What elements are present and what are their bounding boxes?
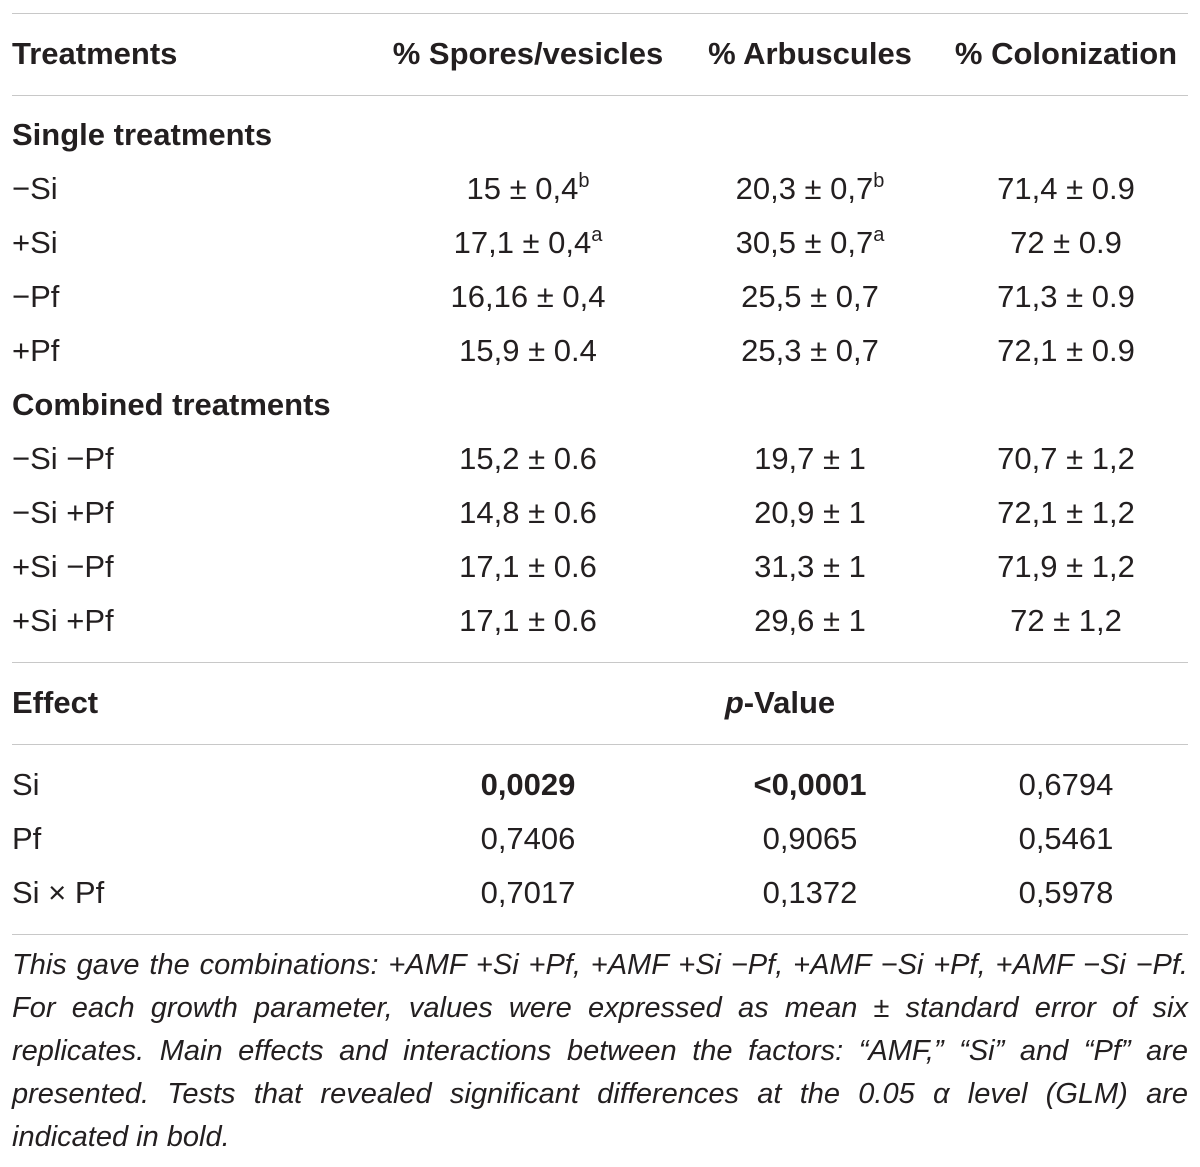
table-footnote: This gave the combinations: +AMF +Si +Pf… [12, 949, 1188, 1153]
arbuscules-value: 30,5 ± 0,7a [735, 224, 885, 260]
spores-p-value: 0,7406 [480, 821, 576, 856]
row-label: −Si +Pf [12, 495, 114, 530]
colonization-value: 72 ± 1,2 [1010, 603, 1122, 638]
header-treatments: Treatments [12, 36, 178, 71]
effects-top-rule [12, 662, 1188, 663]
row-label: −Si −Pf [12, 441, 114, 476]
p-value-header: p-Value [724, 685, 836, 720]
row-label: +Si +Pf [12, 603, 114, 638]
arbuscules-value: 20,3 ± 0,7b [735, 170, 885, 206]
header-arbuscules: % Arbuscules [708, 36, 912, 71]
spores-value: 17,1 ± 0.6 [459, 603, 597, 638]
section-single-title: Single treatments [12, 117, 273, 152]
spores-value: 16,16 ± 0,4 [450, 279, 606, 314]
effects-header-rule [12, 744, 1188, 745]
header-rule [12, 95, 1188, 96]
arbuscules-value: 29,6 ± 1 [754, 603, 866, 638]
arbuscules-p-value: <0,0001 [753, 767, 867, 802]
arbuscules-p-value: 0,1372 [762, 875, 858, 910]
arbuscules-value: 19,7 ± 1 [754, 441, 866, 476]
colonization-value: 71,4 ± 0.9 [997, 171, 1135, 206]
colonization-value: 72,1 ± 0.9 [997, 333, 1135, 368]
spores-value: 17,1 ± 0.6 [459, 549, 597, 584]
row-label: +Pf [12, 333, 60, 368]
colonization-value: 71,9 ± 1,2 [997, 549, 1135, 584]
header-colonization: % Colonization [954, 36, 1178, 71]
colonization-p-value: 0,5461 [1018, 821, 1114, 856]
effect-label: Pf [12, 821, 42, 856]
colonization-value: 70,7 ± 1,2 [997, 441, 1135, 476]
colonization-value: 72,1 ± 1,2 [997, 495, 1135, 530]
spores-p-value: 0,0029 [480, 767, 576, 802]
row-label: +Si −Pf [12, 549, 114, 584]
colonization-value: 72 ± 0.9 [1010, 225, 1122, 260]
arbuscules-p-value: 0,9065 [762, 821, 858, 856]
arbuscules-value: 25,3 ± 0,7 [741, 333, 879, 368]
section-combined-title: Combined treatments [12, 387, 331, 422]
spores-value: 15,2 ± 0.6 [459, 441, 597, 476]
spores-value: 15 ± 0,4b [466, 170, 590, 206]
row-label: +Si [12, 225, 58, 260]
spores-value: 15,9 ± 0.4 [459, 333, 597, 368]
colonization-p-value: 0,5978 [1018, 875, 1114, 910]
footnote-rule [12, 934, 1188, 935]
arbuscules-value: 31,3 ± 1 [754, 549, 866, 584]
top-rule [12, 13, 1188, 14]
effect-label: Si [12, 767, 40, 802]
row-label: −Si [12, 171, 58, 206]
spores-value: 17,1 ± 0,4a [453, 224, 603, 260]
row-label: −Pf [12, 279, 60, 314]
spores-p-value: 0,7017 [480, 875, 576, 910]
spores-value: 14,8 ± 0.6 [459, 495, 597, 530]
colonization-p-value: 0,6794 [1018, 767, 1114, 802]
effect-header: Effect [12, 685, 99, 720]
arbuscules-value: 20,9 ± 1 [754, 495, 866, 530]
arbuscules-value: 25,5 ± 0,7 [741, 279, 879, 314]
effect-label: Si × Pf [12, 875, 105, 910]
header-spores: % Spores/vesicles [392, 36, 664, 71]
colonization-value: 71,3 ± 0.9 [997, 279, 1135, 314]
